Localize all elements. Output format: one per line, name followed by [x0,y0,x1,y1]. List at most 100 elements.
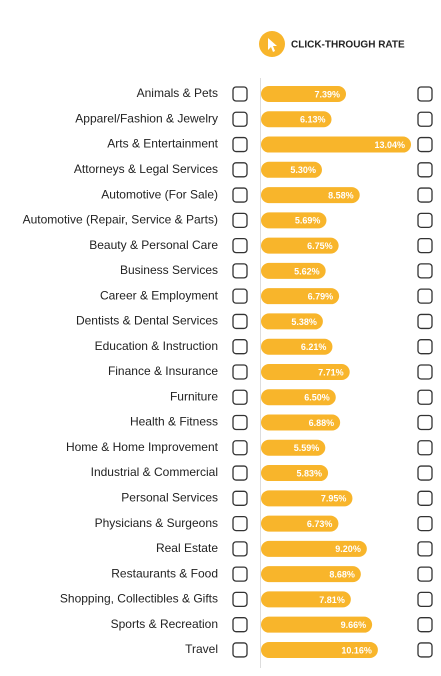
value-label: 9.20% [335,544,361,554]
category-icon [417,237,433,254]
category-icon [417,162,433,178]
category-label: Animals & Pets [137,86,218,100]
value-label: 5.38% [291,317,317,327]
bar [261,212,327,229]
category-icon [232,617,248,633]
bar [261,363,350,380]
value-label: 5.30% [290,165,316,175]
category-icon [232,490,248,506]
bar [261,338,333,355]
category-icon [232,440,248,456]
category-label: Arts & Entertainment [107,137,218,151]
bar [261,262,326,279]
category-label: Personal Services [121,490,218,504]
category-icon [417,617,433,633]
category-icon [417,541,433,557]
category-label: Home & Home Improvement [66,440,219,454]
category-icon [232,591,248,608]
category-icon [232,414,248,431]
bar [261,490,353,507]
category-icon [417,263,433,279]
value-label: 13.04% [374,140,405,150]
category-icon [417,364,433,380]
value-label: 6.50% [304,393,330,403]
category-icon [232,515,248,532]
bar [261,136,411,153]
category-label: Dentists & Dental Services [76,314,218,328]
bar [261,237,339,254]
category-label: Shopping, Collectibles & Gifts [60,592,218,606]
category-icon [232,364,248,380]
category-label: Automotive (Repair, Service & Parts) [23,213,218,227]
value-label: 6.73% [307,519,333,529]
value-label: 6.88% [309,418,335,428]
category-icon [417,187,433,203]
value-label: 6.21% [301,342,327,352]
category-icon [232,237,248,254]
category-icon [417,288,433,304]
bar [261,86,347,102]
bar [261,439,326,456]
category-icon [232,465,248,481]
category-label: Attorneys & Legal Services [74,162,218,176]
category-label: Health & Fitness [130,415,218,429]
bar [261,313,323,330]
value-label: 6.79% [308,292,334,302]
bar [261,111,332,128]
bar [261,465,329,482]
category-icon [417,566,433,582]
category-icon [417,465,433,481]
category-label: Restaurants & Food [111,566,218,580]
bar [261,414,341,431]
category-icon [417,313,433,330]
category-label: Education & Instruction [95,339,218,353]
category-icon [417,212,433,229]
cursor-icon [268,38,277,52]
category-icon [232,389,248,405]
bar [261,641,378,658]
category-label: Finance & Insurance [108,364,218,378]
category-icon [232,263,248,279]
category-icon [417,515,433,532]
category-icon [417,642,433,658]
category-label: Industrial & Commercial [91,465,218,479]
value-label: 7.95% [321,494,347,504]
value-label: 6.13% [300,115,326,125]
value-label: 7.39% [314,89,340,99]
value-label: 5.59% [294,443,320,453]
category-label: Apparel/Fashion & Jewelry [75,111,218,125]
bar [261,515,339,532]
value-label: 5.62% [294,266,320,276]
category-icon [232,339,248,355]
category-label: Sports & Recreation [111,617,218,631]
category-label: Physicians & Surgeons [95,516,218,530]
category-label: Furniture [170,389,218,403]
category-icon [232,566,248,582]
category-icon [232,212,248,229]
value-label: 6.75% [307,241,333,251]
chart-title: CLICK-THROUGH RATE [291,40,405,51]
value-label: 8.58% [328,190,354,200]
category-icon [232,86,248,102]
category-icon [417,86,433,102]
value-label: 10.16% [341,645,372,655]
category-icon [417,414,433,431]
category-label: Career & Employment [100,288,219,302]
category-icon [232,111,248,127]
bar [261,288,340,305]
category-icon [417,490,433,506]
category-label: Real Estate [156,541,218,555]
bar [261,616,373,633]
category-icon [232,642,248,658]
category-label: Automotive (For Sale) [101,187,218,201]
category-label: Beauty & Personal Care [89,238,218,252]
category-icon [232,162,248,178]
category-icon [232,288,248,304]
category-icon [417,389,433,405]
category-icon [417,111,433,127]
value-label: 7.81% [319,595,345,605]
bar [261,161,322,178]
category-icon [232,313,248,330]
category-icon [232,541,248,557]
